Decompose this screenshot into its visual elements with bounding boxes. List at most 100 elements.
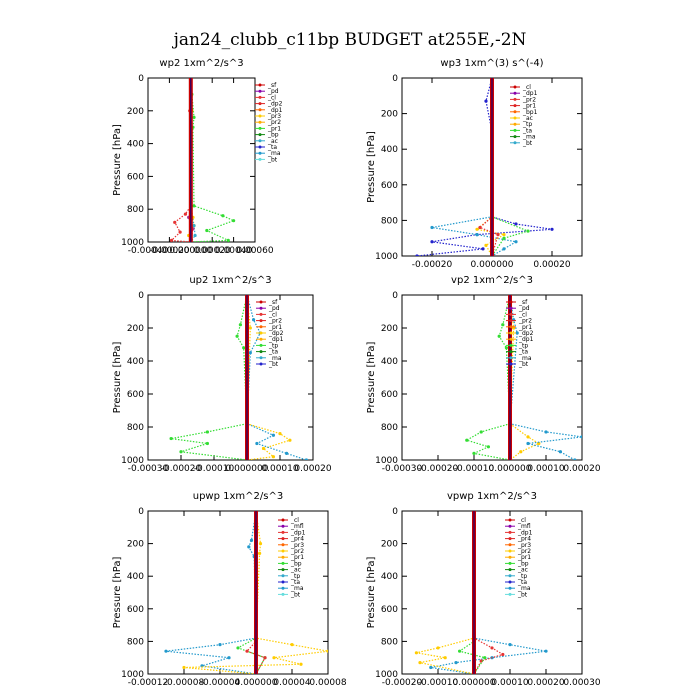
data-point — [304, 458, 308, 460]
data-point — [247, 545, 251, 549]
series-line — [431, 78, 518, 256]
y-tick-label: 200 — [127, 324, 144, 334]
data-point — [261, 446, 266, 451]
legend-label: _bt — [267, 156, 278, 163]
x-tick-label: -0.00004 — [200, 678, 241, 688]
legend-marker — [509, 331, 513, 335]
data-point — [514, 240, 518, 244]
data-point — [486, 445, 490, 449]
legend-marker — [513, 85, 517, 89]
data-point — [193, 233, 197, 238]
y-axis-label: Pressure [hPa] — [112, 557, 123, 629]
data-point — [454, 660, 458, 665]
data-point — [478, 225, 482, 230]
legend-marker — [508, 568, 512, 572]
legend-label: _pr2 — [267, 119, 281, 126]
legend-label: _dp1 — [522, 90, 538, 97]
y-tick-label: 800 — [127, 423, 144, 433]
series-line — [165, 511, 257, 674]
y-tick-label: 1000 — [121, 670, 144, 680]
data-point — [515, 331, 519, 335]
legend-label: _ta — [522, 127, 532, 134]
legend-marker — [508, 586, 512, 590]
legend: _cl_mfl_dp1_pr4_pr3_pr2_pr1_bp_ac_tp_ta_… — [505, 517, 533, 598]
legend-marker — [281, 549, 285, 553]
data-point — [288, 438, 292, 442]
legend-label: _bp — [517, 560, 529, 567]
legend-label: _pd — [518, 305, 530, 312]
data-point — [182, 665, 186, 670]
series-line — [509, 295, 582, 460]
legend-label: _ac — [267, 138, 278, 145]
data-point — [326, 649, 328, 653]
legend-label: _ma — [518, 355, 532, 362]
legend-marker — [509, 350, 513, 354]
x-tick-label: 0.00020 — [527, 678, 564, 688]
x-tick-label: 0.00040 — [215, 246, 252, 256]
data-point — [436, 646, 440, 650]
data-point — [242, 346, 246, 350]
legend-label: _pr4 — [290, 536, 304, 543]
legend-marker — [281, 555, 285, 559]
data-point — [205, 228, 209, 233]
x-tick-label: -0.00012 — [128, 678, 168, 688]
x-tick-label: -0.00010 — [418, 678, 459, 688]
panel-2: wp3 1xm^(3) s^(-4) Pressure [hPa] 0 200 400 6… — [366, 58, 583, 270]
legend: _sf_pd_cl_dp2_dp1_pr3_pr2_pr1_bp_ac_ta_m… — [255, 82, 283, 163]
legend-label: _cl — [517, 517, 526, 524]
legend-marker — [258, 139, 262, 143]
x-tick-label: -0.00020 — [382, 678, 423, 688]
legend-marker — [513, 135, 517, 139]
data-point — [580, 435, 582, 439]
data-point — [278, 432, 282, 436]
legend-marker — [509, 312, 513, 316]
data-point — [290, 643, 294, 647]
y-tick-label: 0 — [138, 74, 144, 84]
legend-label: _ma — [290, 585, 304, 592]
legend-label: _pr1 — [522, 103, 536, 110]
legend-marker — [259, 343, 263, 347]
legend: _cl_mfl_dp1_pr4_pr3_pr2_pr1_bp_ac_tp_ta_… — [278, 517, 306, 598]
legend-marker — [281, 568, 285, 572]
x-tick-label: 0.00010 — [261, 464, 298, 474]
y-tick-label: 400 — [127, 357, 144, 367]
legend-marker — [509, 337, 513, 341]
figure-title: jan24_clubb_c11bp BUDGET at255E,-2N — [172, 30, 527, 50]
y-axis-label: Pressure [hPa] — [366, 557, 377, 629]
data-point — [235, 334, 239, 338]
legend-marker — [281, 524, 285, 528]
panel-6: vpwp 1xm^2/s^3 Pressure [hPa] 0 200 400 600 80… — [366, 491, 601, 688]
legend-marker — [513, 91, 517, 95]
data-point — [164, 649, 168, 653]
legend: _sf_pd_cl_pr2_pr1_dp2_dp1_tp_ta_ma_bt — [506, 299, 534, 368]
data-point — [221, 214, 225, 218]
data-point — [248, 351, 252, 355]
data-point — [192, 204, 196, 208]
y-axis-label: Pressure [hPa] — [112, 124, 123, 196]
series-line — [190, 78, 236, 242]
data-point — [504, 346, 508, 350]
y-tick-label: 400 — [381, 357, 398, 367]
data-point — [519, 450, 523, 454]
plot-frame — [147, 294, 314, 461]
data-point — [573, 458, 577, 460]
data-point — [430, 225, 434, 230]
x-tick-label: 0.000000 — [235, 678, 278, 688]
legend-marker — [509, 356, 513, 360]
legend-marker — [508, 518, 512, 522]
legend-label: _tp — [290, 573, 300, 580]
legend-marker — [281, 592, 285, 596]
data-point — [169, 436, 173, 441]
data-point — [430, 240, 434, 244]
legend-label: _pr2 — [517, 548, 531, 555]
x-tick-label: -0.00040 — [128, 246, 169, 256]
legend-marker — [259, 350, 263, 354]
y-tick-label: 0 — [392, 74, 398, 84]
data-point — [484, 99, 488, 103]
legend-marker — [508, 530, 512, 534]
data-point — [249, 538, 254, 542]
legend-marker — [258, 151, 262, 155]
legend-label: _pr1 — [267, 125, 281, 132]
legend-label: _pr4 — [517, 536, 531, 543]
legend-label: _tp — [268, 342, 278, 349]
